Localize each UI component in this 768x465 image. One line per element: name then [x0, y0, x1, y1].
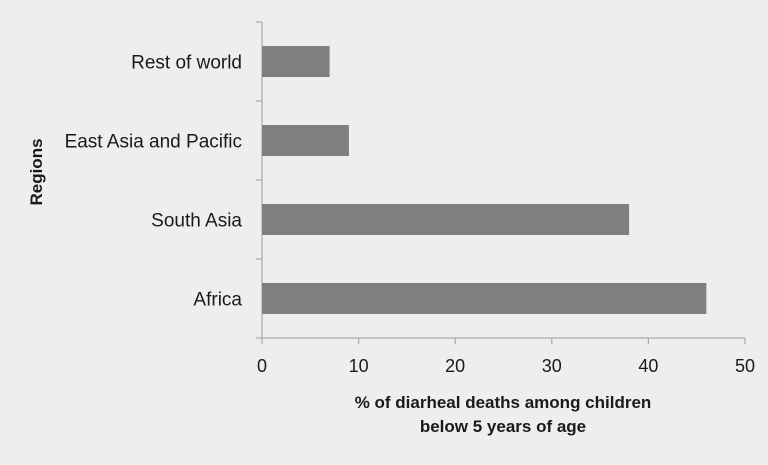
- bars: [262, 46, 707, 314]
- x-tick-label: 40: [638, 356, 658, 376]
- x-tick-label: 30: [542, 356, 562, 376]
- category-label: Rest of world: [131, 53, 242, 74]
- x-tick-label: 0: [257, 356, 267, 376]
- x-tick-label: 50: [735, 356, 755, 376]
- x-tick-label: 10: [349, 356, 369, 376]
- x-tick-labels: 0 10 20 30 40 50: [257, 356, 755, 376]
- bar-rest-of-world: [262, 46, 330, 77]
- category-label: Africa: [193, 290, 242, 311]
- x-axis-label-line-2: below 5 years of age: [420, 417, 586, 436]
- x-axis-label-line-1: % of diarheal deaths among children: [355, 393, 652, 412]
- category-label: South Asia: [151, 211, 242, 232]
- category-labels: Rest of world East Asia and Pacific South …: [65, 53, 243, 311]
- category-label: East Asia and Pacific: [65, 132, 242, 153]
- bar-east-asia-and-pacific: [262, 125, 349, 156]
- x-tick-label: 20: [445, 356, 465, 376]
- bar-africa: [262, 283, 707, 314]
- y-axis-label: Regions: [27, 138, 46, 205]
- bar-south-asia: [262, 204, 630, 235]
